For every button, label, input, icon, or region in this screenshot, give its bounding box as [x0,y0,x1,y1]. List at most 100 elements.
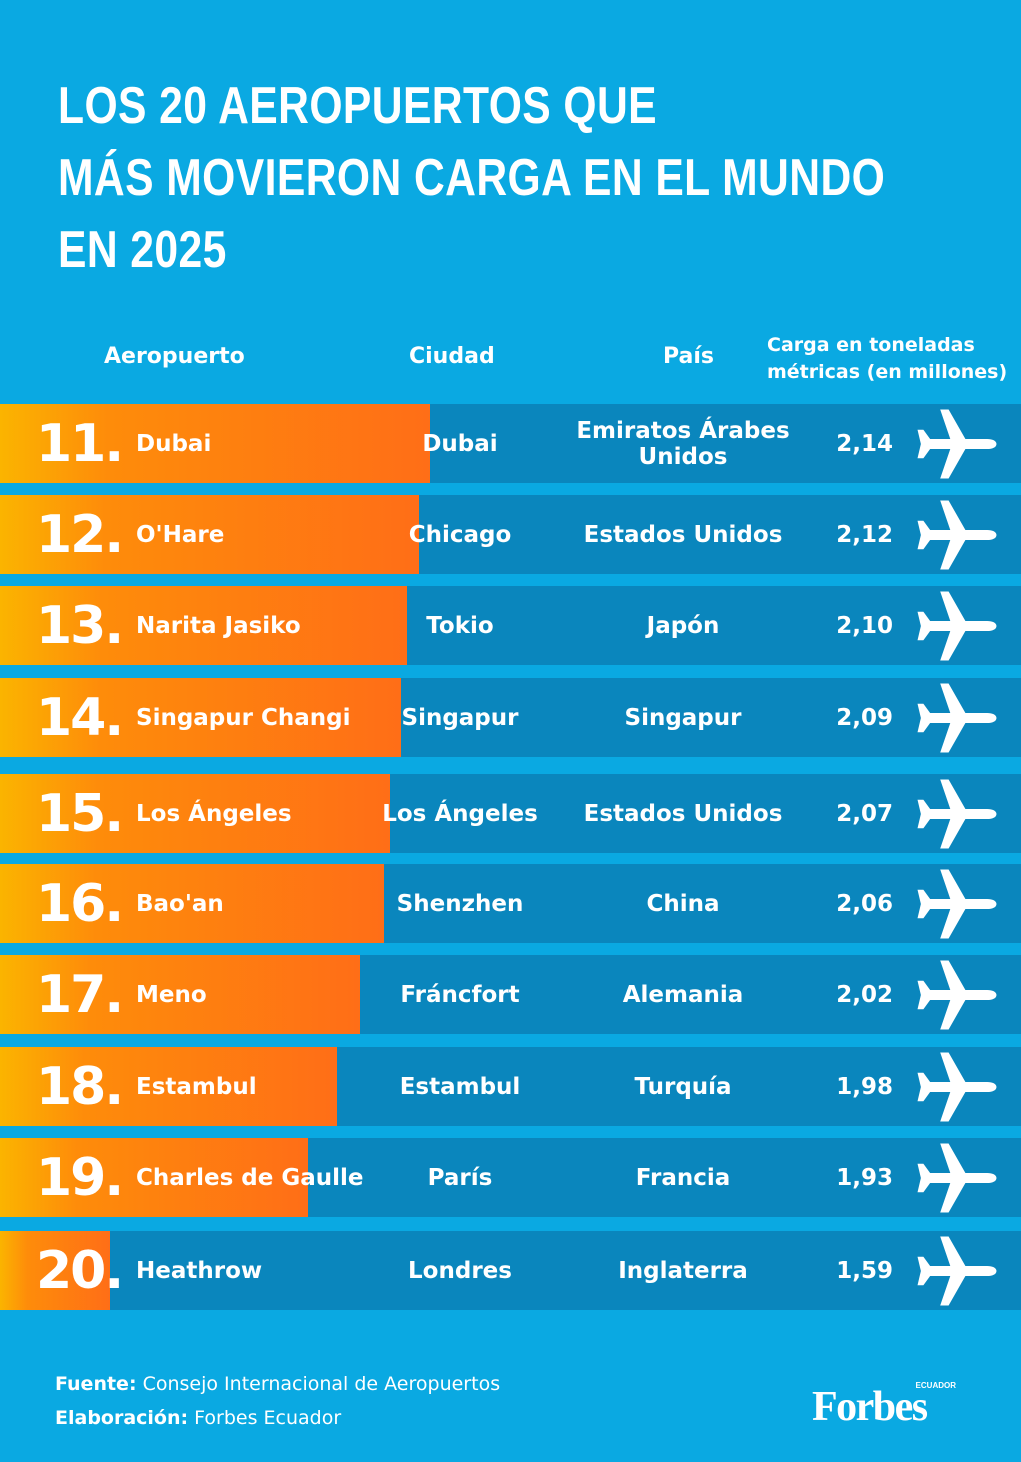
table-row: 17. Meno Fráncfort Alemania 2,02 [0,955,1021,1034]
airplane-icon-cell [912,404,1002,483]
table-row: 15. Los Ángeles Los Ángeles Estados Unidos 2… [0,774,1021,853]
country-name: Alemania [622,981,744,1008]
cargo-value: 2,10 [836,612,893,639]
airplane-icon-cell [912,1047,1002,1126]
cargo-bar [0,1138,309,1217]
airport-name: Singapur Changi [136,704,351,731]
country-name: Estados Unidos [583,800,783,827]
city-name: Tokio [426,612,494,639]
cargo-bar [0,774,390,853]
airport-name: Estambul [136,1073,257,1100]
table-row: 20. Heathrow Londres Inglaterra 1,59 [0,1231,1021,1310]
city-name: Shenzhen [396,890,524,917]
airplane-icon [917,683,997,752]
cargo-value: 2,09 [836,704,893,731]
cargo-bar [0,864,384,943]
header-city: Ciudad [409,344,495,369]
airplane-icon-cell [912,1231,1002,1310]
city-name: Los Ángeles [382,800,538,827]
forbes-logo: Forbes ECUADOR [812,1381,962,1430]
table-row: 11. Dubai Dubai Emiratos Árabes Unidos 2,14 [0,404,1021,483]
city-name: Chicago [408,521,512,548]
credit-label: Elaboración: [55,1407,189,1429]
rank-number: 14. [36,687,124,748]
rank-number: 20. [36,1240,124,1301]
airplane-icon [917,779,997,848]
source-label: Fuente: [55,1373,137,1395]
footer-credit: Elaboración: Forbes Ecuador [55,1407,341,1429]
cargo-bar [0,495,419,574]
cargo-value: 2,02 [836,981,893,1008]
city-name: París [427,1164,493,1191]
airplane-icon-cell [912,586,1002,665]
country-name: Japón [646,612,720,639]
page-title: LOS 20 AEROPUERTOS QUE MÁS MOVIERON CARG… [58,70,958,286]
airport-name: O'Hare [136,521,225,548]
airport-name: Heathrow [136,1257,263,1284]
country-name: Singapur [624,704,742,731]
cargo-value: 2,12 [836,521,893,548]
airplane-icon [917,409,997,478]
title-line-1: LOS 20 AEROPUERTOS QUE [58,77,658,135]
cargo-value: 2,07 [836,800,893,827]
city-name: Estambul [399,1073,521,1100]
cargo-value: 1,98 [836,1073,893,1100]
city-name: Londres [408,1257,512,1284]
airplane-icon [917,500,997,569]
header-cargo: Carga en toneladas métricas (en millones… [767,334,1008,383]
rank-number: 16. [36,873,124,934]
airport-name: Dubai [136,430,212,457]
rank-number: 12. [36,504,124,565]
airplane-icon [917,1052,997,1121]
airplane-icon-cell [912,1138,1002,1217]
airport-name: Charles de Gaulle [136,1164,364,1191]
cargo-bar [0,586,407,665]
cargo-bar [0,955,361,1034]
footer-source: Fuente: Consejo Internacional de Aeropue… [55,1373,500,1395]
airplane-icon [917,1143,997,1212]
table-row: 14. Singapur Changi Singapur Singapur 2,09 [0,678,1021,757]
forbes-logo-sub: ECUADOR [915,1381,956,1390]
rank-number: 15. [36,783,124,844]
cargo-bar [0,678,402,757]
country-name: Estados Unidos [583,521,783,548]
forbes-logo-text: Forbes [812,1384,928,1430]
country-name: Emiratos Árabes Unidos [576,417,790,470]
header-airport: Aeropuerto [104,344,245,369]
table-row: 19. Charles de Gaulle París Francia 1,93 [0,1138,1021,1217]
country-name: China [646,890,720,917]
cargo-value: 2,06 [836,890,893,917]
rank-number: 17. [36,964,124,1025]
table-row: 18. Estambul Estambul Turquía 1,98 [0,1047,1021,1126]
airport-name: Bao'an [136,890,224,917]
airport-name: Meno [136,981,207,1008]
cargo-value: 1,93 [836,1164,893,1191]
city-name: Singapur [401,704,519,731]
airplane-icon-cell [912,678,1002,757]
rank-number: 13. [36,595,124,656]
cargo-value: 1,59 [836,1257,893,1284]
rank-number: 19. [36,1147,124,1208]
airplane-icon [917,869,997,938]
airplane-icon [917,591,997,660]
title-line-3: EN 2025 [58,221,227,279]
source-value: Consejo Internacional de Aeropuertos [142,1373,501,1395]
cargo-bar [0,1047,338,1126]
title-line-2: MÁS MOVIERON CARGA EN EL MUNDO [58,149,886,207]
table-row: 12. O'Hare Chicago Estados Unidos 2,12 [0,495,1021,574]
country-name: Turquía [634,1073,732,1100]
country-name: Francia [635,1164,731,1191]
airport-name: Narita Jasiko [136,612,301,639]
cargo-bar [0,1231,111,1310]
airplane-icon [917,1236,997,1305]
airport-name: Los Ángeles [136,800,292,827]
table-row: 16. Bao'an Shenzhen China 2,06 [0,864,1021,943]
country-name: Inglaterra [618,1257,748,1284]
city-name: Fráncfort [400,981,520,1008]
header-country: País [663,344,715,369]
rank-number: 11. [36,413,124,474]
airplane-icon [917,960,997,1029]
airplane-icon-cell [912,495,1002,574]
airplane-icon-cell [912,774,1002,853]
